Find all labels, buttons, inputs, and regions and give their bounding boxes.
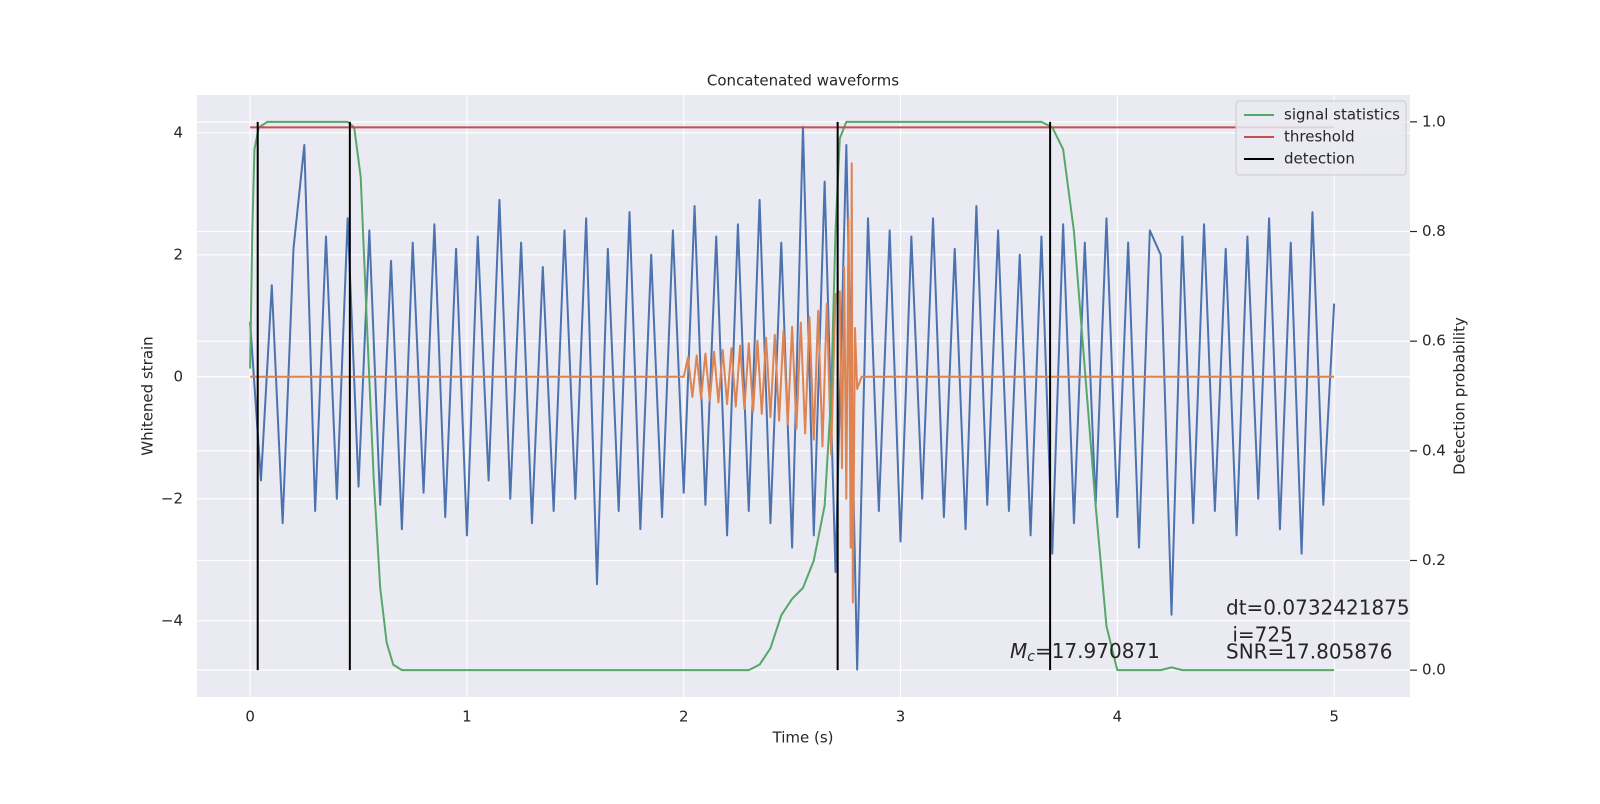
legend-label: detection [1284, 150, 1355, 168]
x-tick-label: 5 [1329, 708, 1339, 726]
mc-subscript: c [1027, 649, 1035, 665]
x-tick-label: 0 [245, 708, 255, 726]
series-line [250, 162, 1335, 604]
x-tick-label: 2 [679, 708, 689, 726]
y-tick-label: 0 [173, 367, 183, 385]
legend-label: threshold [1284, 128, 1355, 146]
y2-tick-label: 0.8 [1422, 222, 1446, 240]
y-tick-label: −2 [161, 489, 183, 507]
legend-box [1235, 100, 1407, 176]
series-line [249, 120, 1335, 672]
mc-value: =17.970871 [1035, 639, 1160, 663]
mc-symbol: M [1010, 639, 1027, 663]
x-tick-label: 3 [896, 708, 906, 726]
y2-tick-label: 0.2 [1422, 551, 1446, 569]
x-axis-label: Time (s) [772, 729, 834, 747]
dt-annotation: dt=0.0732421875 [1226, 596, 1410, 620]
x-tick-label: 1 [462, 708, 472, 726]
y2-tick-label: 0.0 [1422, 661, 1446, 679]
i-annotation: i=725 [1226, 623, 1293, 647]
mc-annotation: Mc=17.970871 [1010, 639, 1160, 666]
y2-tick-label: 0.4 [1422, 441, 1446, 459]
y2-tick-label: 1.0 [1422, 112, 1446, 130]
y2-tick-label: 0.6 [1422, 332, 1446, 350]
x-tick-label: 4 [1113, 708, 1123, 726]
y-tick-label: 4 [173, 123, 183, 141]
y-axis-label: Whitened strain [139, 336, 157, 455]
chart-title: Concatenated waveforms [707, 72, 899, 90]
legend-label: signal statistics [1284, 106, 1400, 124]
series-line [249, 125, 1336, 671]
y2-axis-label: Detection probability [1451, 317, 1469, 475]
y-tick-label: −4 [161, 611, 183, 629]
snr-annotation: SNR=17.805876 [1226, 640, 1392, 664]
y-tick-label: 2 [173, 245, 183, 263]
